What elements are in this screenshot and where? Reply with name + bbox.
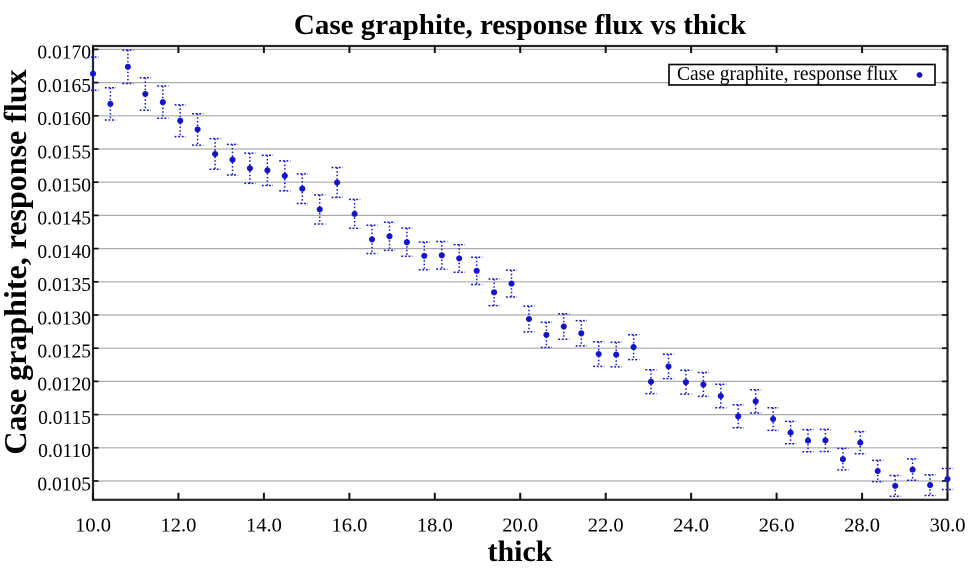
svg-text:24.0: 24.0 bbox=[673, 515, 709, 537]
svg-text:0.0150: 0.0150 bbox=[37, 176, 91, 197]
svg-text:0.0160: 0.0160 bbox=[37, 109, 91, 130]
svg-text:12.0: 12.0 bbox=[160, 515, 196, 537]
svg-text:16.0: 16.0 bbox=[331, 515, 367, 537]
svg-text:20.0: 20.0 bbox=[502, 515, 538, 537]
svg-text:0.0135: 0.0135 bbox=[37, 275, 91, 296]
svg-text:0.0120: 0.0120 bbox=[37, 375, 91, 396]
svg-text:14.0: 14.0 bbox=[246, 515, 282, 537]
svg-text:28.0: 28.0 bbox=[844, 515, 880, 537]
svg-text:0.0165: 0.0165 bbox=[37, 76, 91, 97]
svg-text:18.0: 18.0 bbox=[417, 515, 453, 537]
svg-text:22.0: 22.0 bbox=[588, 515, 624, 537]
svg-text:10.0: 10.0 bbox=[75, 515, 111, 537]
svg-text:26.0: 26.0 bbox=[759, 515, 795, 537]
svg-text:0.0140: 0.0140 bbox=[37, 242, 91, 263]
svg-text:Case graphite, response flux: Case graphite, response flux bbox=[677, 64, 898, 85]
svg-text:30.0: 30.0 bbox=[930, 515, 966, 537]
svg-text:0.0110: 0.0110 bbox=[38, 441, 91, 462]
svg-text:0.0145: 0.0145 bbox=[37, 209, 91, 230]
svg-text:0.0125: 0.0125 bbox=[37, 342, 91, 363]
svg-text:0.0105: 0.0105 bbox=[37, 474, 91, 495]
svg-text:Case graphite, response flux v: Case graphite, response flux vs thick bbox=[294, 9, 747, 41]
svg-text:0.0155: 0.0155 bbox=[37, 142, 91, 163]
svg-text:0.0130: 0.0130 bbox=[37, 308, 91, 329]
svg-text:thick: thick bbox=[487, 535, 552, 568]
svg-text:Case graphite, response flux: Case graphite, response flux bbox=[0, 69, 33, 454]
svg-text:0.0115: 0.0115 bbox=[38, 408, 91, 429]
svg-text:0.0170: 0.0170 bbox=[37, 43, 91, 64]
